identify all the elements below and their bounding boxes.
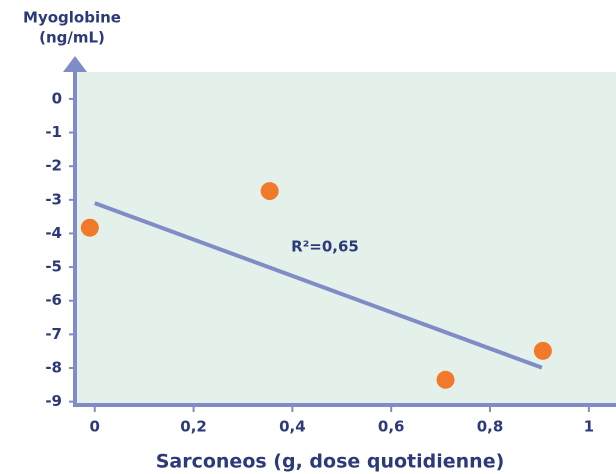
point [260, 182, 279, 201]
y-tick-label: -2 [45, 157, 62, 175]
y-tick-label: -6 [45, 291, 62, 309]
x-tick-label: 0,2 [180, 418, 207, 436]
axis-arrow [63, 56, 87, 72]
y-tick-label: -5 [45, 258, 62, 276]
x-tick-label: 1 [584, 418, 594, 436]
y-tick-label: -3 [45, 190, 62, 208]
point [80, 218, 99, 237]
point [436, 370, 455, 389]
trend-line [94, 201, 543, 370]
y-axis-title: Myoglobine [23, 9, 121, 27]
x-tick-label: 0,8 [477, 418, 504, 436]
plot-background [75, 72, 616, 405]
y-tick-label: -9 [45, 392, 62, 410]
annotation: R²=0,65 [291, 238, 359, 256]
x-tick-label: 0,6 [378, 418, 405, 436]
y-tick-label: -8 [45, 359, 62, 377]
point [533, 341, 552, 360]
x-axis-title: Sarconeos (g, dose quotidienne) [156, 451, 505, 473]
y-tick-label: -1 [45, 123, 62, 141]
x-tick-label: 0,4 [279, 418, 306, 436]
y-tick-label: -4 [45, 224, 62, 242]
x-tick-label: 0 [90, 418, 100, 436]
y-axis-title: (ng/mL) [39, 29, 105, 47]
y-tick-label: -7 [45, 325, 62, 343]
y-tick-label: 0 [52, 89, 62, 107]
